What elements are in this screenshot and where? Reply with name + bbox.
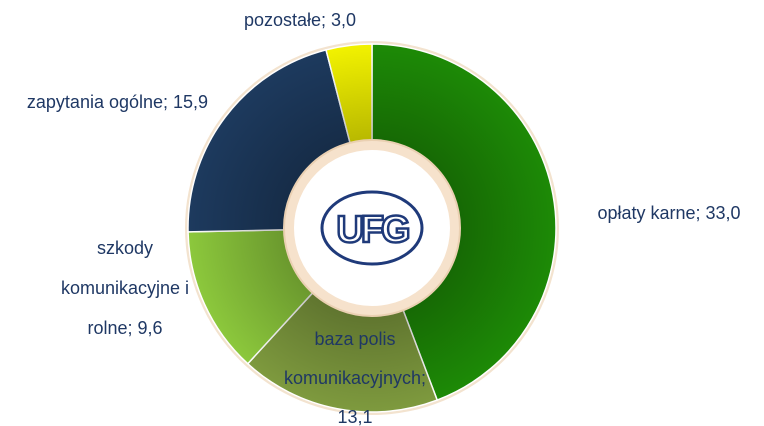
category-name: szkody komunikacyjne i rolne [60, 238, 190, 338]
separator: ; [127, 318, 138, 338]
value-label: 15,9 [173, 92, 209, 112]
data-label: szkody komunikacyjne i rolne; 9,6 [55, 228, 195, 348]
logo: UFG [336, 209, 409, 251]
category-name: baza polis komunikacyjnych [283, 329, 422, 388]
separator: ; [421, 368, 427, 388]
data-label: pozostałe; 3,0 [180, 0, 420, 40]
data-label: baza polis komunikacyjnych; 13,1 [275, 320, 435, 426]
value-label: 13,1 [337, 407, 373, 426]
category-name: pozostałe [243, 10, 321, 30]
category-name: opłaty karne [597, 203, 696, 223]
separator: ; [163, 92, 174, 112]
data-label: opłaty karne; 33,0 [574, 193, 764, 233]
value-label: 33,0 [705, 203, 741, 223]
logo-outline [320, 190, 424, 266]
data-label: zapytania ogólne; 15,9 [20, 82, 215, 122]
value-label: 3,0 [331, 10, 357, 30]
separator: ; [695, 203, 706, 223]
value-label: 9,6 [137, 318, 163, 338]
separator: ; [321, 10, 332, 30]
category-name: zapytania ogólne [26, 92, 164, 112]
